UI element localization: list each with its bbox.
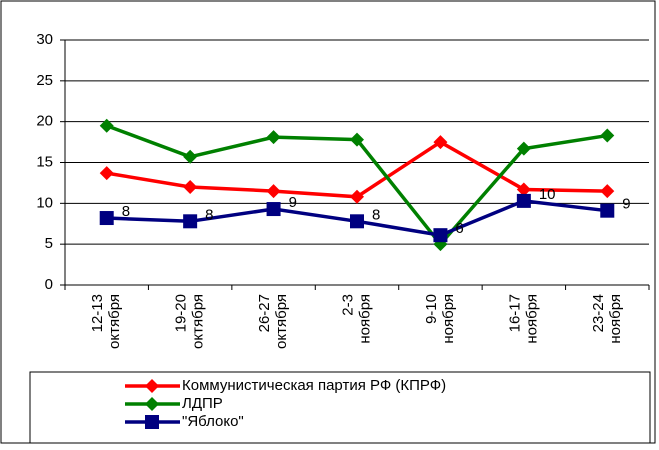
data-point [600,128,615,143]
data-point [183,180,198,194]
x-tick-label: 2-3ноября [339,294,373,344]
data-point [516,182,531,197]
data-point [350,132,364,147]
data-label: 6 [455,220,463,237]
data-point [433,135,448,150]
data-point [99,118,114,133]
legend-marker [145,379,159,393]
y-tick-label: 15 [36,153,53,170]
y-tick-label: 30 [36,31,53,48]
data-point [266,130,281,145]
data-label: 8 [205,206,213,223]
x-tick-label: 26-27октября [256,294,290,349]
y-tick-label: 10 [36,194,53,211]
data-point [350,189,364,204]
data-label: 10 [539,186,556,203]
legend-marker [145,397,159,411]
data-label: 9 [622,196,630,213]
data-point [433,228,448,243]
legend-label: "Яблоко" [182,413,244,430]
data-point [516,141,531,156]
data-point [350,214,364,229]
legend-label: Коммунистическая партия РФ (КПРФ) [182,377,446,394]
x-tick-label: 19-20октября [173,294,207,349]
x-tick-label: 23-24ноября [590,294,624,344]
data-label: 9 [289,194,297,211]
y-tick-label: 5 [45,235,53,252]
data-point [516,193,531,208]
data-point [266,184,281,199]
x-tick-label: 9-10ноября [423,294,457,344]
data-point [600,184,615,199]
data-point [600,203,615,218]
data-label: 8 [372,206,380,223]
y-tick-label: 20 [36,113,53,130]
data-label: 8 [122,203,130,220]
data-point [183,149,198,164]
y-tick-label: 25 [36,72,53,89]
data-point [266,202,281,217]
y-tick-label: 0 [45,276,53,293]
x-tick-label: 16-17ноября [506,294,540,344]
data-point [99,211,114,226]
data-point [99,166,114,181]
legend-label: ЛДПР [182,395,223,412]
data-point [183,214,198,229]
x-tick-label: 12-13октября [89,294,123,349]
legend-marker [145,415,159,429]
legend-box [29,371,651,444]
